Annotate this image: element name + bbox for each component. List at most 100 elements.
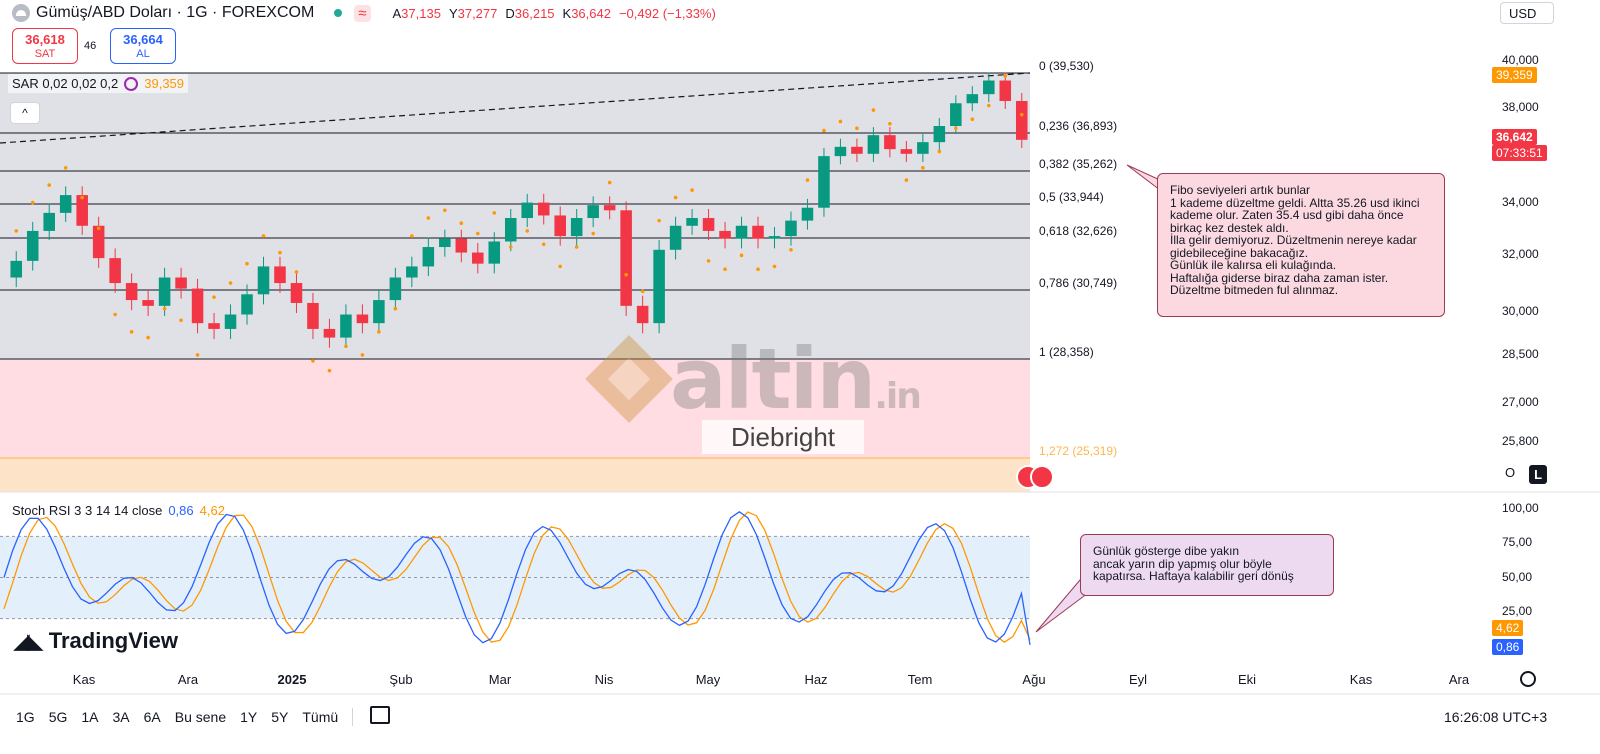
candle-body (241, 294, 253, 315)
sar-dot (789, 248, 793, 252)
ohlc-high-key: Y (448, 5, 458, 21)
time-tick: Tem (907, 672, 933, 687)
sar-dot (690, 188, 694, 192)
fibo-note[interactable]: Fibo seviyeleri artık bunlar 1 kademe dü… (1157, 173, 1445, 317)
stoch-d-line (3, 511, 1031, 643)
timeframe-button[interactable]: 5G (48, 709, 68, 725)
wave-icon[interactable]: ≈ (354, 4, 371, 22)
stoch-note[interactable]: Günlük gösterge dibe yakın ancak yarın d… (1080, 534, 1334, 596)
sar-value: 39,359 (144, 76, 185, 91)
sar-dot (954, 126, 958, 131)
price-tick: 32,000 (1502, 247, 1539, 262)
fib-label: 0,786 (30,749) (1039, 276, 1118, 290)
candle-body (439, 238, 451, 248)
sar-legend[interactable]: SAR 0,02 0,02 0,2 39,359 (8, 74, 189, 93)
candle-body (373, 300, 385, 324)
toolbar-separator (352, 708, 354, 726)
candle-body (323, 328, 336, 338)
candle-body (570, 218, 583, 237)
tradingview-logo[interactable]: ◢◣ TradingView (14, 628, 178, 654)
ohlc-change: −0,492 (−1,33%) (618, 5, 716, 21)
sar-dot (541, 242, 546, 247)
candle-body (76, 195, 88, 226)
candle-body (307, 302, 319, 329)
tradingview-icon: ◢◣ (14, 630, 43, 653)
refresh-icon[interactable] (124, 76, 139, 91)
price-tick: 34,000 (1502, 194, 1539, 209)
sar-dot (30, 200, 35, 205)
candles (10, 72, 1028, 348)
candle-body (340, 314, 352, 338)
sar-dot (838, 119, 843, 124)
stoch-d-tag: 4,62 (1492, 620, 1524, 636)
sar-dot (47, 183, 52, 187)
sar-dot (80, 195, 84, 200)
timeframe-button[interactable]: Tümü (302, 709, 339, 725)
trend-line (0, 72, 1031, 144)
candle-body (257, 266, 270, 295)
fib-zone (0, 290, 1030, 359)
sar-dot (657, 218, 661, 223)
currency-button[interactable]: USD (1500, 2, 1554, 24)
price-tick: 30,000 (1502, 303, 1539, 318)
watermark-author: Diebright (702, 420, 864, 454)
candle-body (10, 260, 23, 278)
candle-body (554, 215, 566, 237)
time-tick: Kas (1349, 672, 1373, 687)
sar-dot (888, 121, 892, 126)
timeframe-button[interactable]: 3A (112, 709, 130, 725)
sar-dot (607, 180, 612, 185)
buy-button[interactable]: 36,664 AL (110, 28, 176, 64)
collapse-button[interactable]: ^ (10, 102, 40, 124)
sar-dot (739, 253, 744, 258)
timeframe-button[interactable]: 5Y (271, 709, 289, 725)
timeframe-bar: 1G 5G 1A 3A 6A Bu sene 1Y 5Y Tümü (16, 708, 354, 726)
timeframe-button[interactable]: Bu sene (174, 709, 227, 725)
candle-body (389, 277, 402, 301)
candle-body (472, 252, 484, 264)
sar-dot (574, 245, 579, 249)
candle-body (422, 247, 435, 267)
timeframe-button[interactable]: 1G (16, 709, 35, 725)
symbol-icon (12, 4, 30, 22)
watermark-logo: altin.in (585, 330, 922, 428)
stoch-k-tag: 0,86 (1492, 639, 1524, 655)
candle-body (834, 146, 847, 157)
stoch-legend[interactable]: Stoch RSI 3 3 14 14 close 0,86 4,62 (12, 503, 225, 518)
candle-body (158, 277, 171, 306)
sar-dot (822, 128, 826, 133)
sar-price-tag: 39,359 (1492, 67, 1537, 83)
ohlc-low: 36,215 (514, 5, 555, 21)
sar-dot (327, 368, 332, 373)
price-tick: 25,800 (1502, 434, 1539, 449)
timeframe-button[interactable]: 1Y (240, 709, 258, 725)
price-tick: 27,000 (1502, 395, 1539, 410)
fib-label: 0,236 (36,893) (1039, 119, 1118, 133)
scale-l-button[interactable]: L (1529, 465, 1548, 484)
sell-button[interactable]: 36,618 SAT (12, 28, 78, 64)
timeframe-button[interactable]: 6A (143, 709, 161, 725)
sar-dot (426, 216, 431, 220)
sar-dot (871, 108, 876, 112)
candle-body (768, 236, 781, 239)
candle-body (785, 220, 797, 237)
price-tick: 28,500 (1502, 346, 1539, 361)
settings-icon[interactable] (1520, 671, 1536, 687)
event-flag-icon[interactable] (1030, 465, 1054, 489)
timeframe-button[interactable]: 1A (81, 709, 99, 725)
candle-body (966, 94, 979, 104)
symbol-title[interactable]: Gümüş/ABD Doları · 1G · FOREXCOM (36, 4, 315, 21)
stoch-label: Stoch RSI 3 3 14 14 close (12, 503, 163, 518)
sar-dot (624, 272, 628, 277)
sar-dot (344, 344, 348, 349)
time-tick: Mar (488, 672, 512, 687)
sar-dot (525, 229, 530, 233)
candle-body (620, 210, 632, 306)
scale-o-button[interactable]: O (1505, 465, 1516, 480)
stoch-panel (0, 510, 1031, 645)
fib-zone (0, 171, 1030, 204)
market-open-icon (334, 9, 343, 17)
calendar-icon[interactable] (370, 706, 390, 724)
sar-dot (179, 318, 183, 323)
candle-body (109, 258, 121, 284)
